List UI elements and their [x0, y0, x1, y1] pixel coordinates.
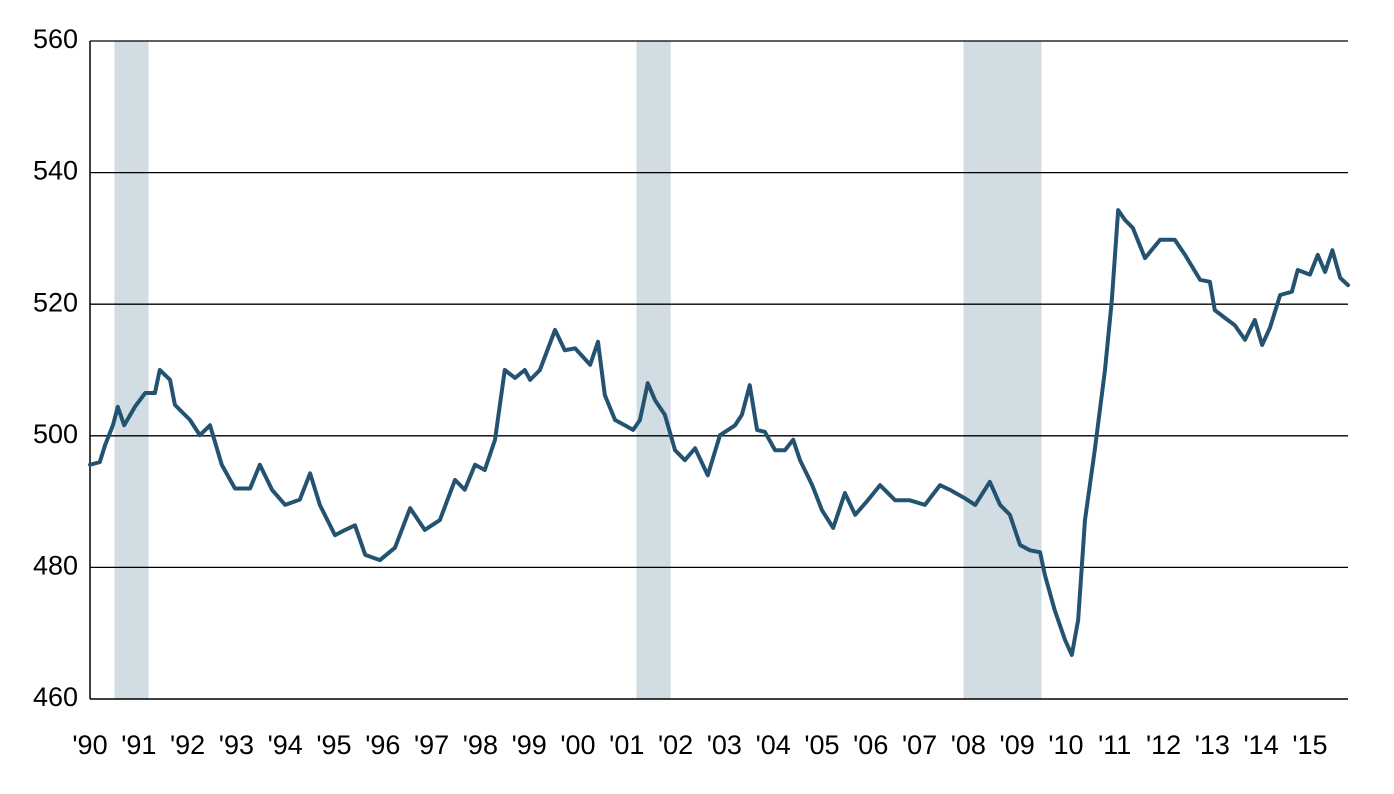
x-tick-label: '99 — [512, 730, 547, 760]
y-tick-label: 480 — [33, 551, 78, 581]
x-tick-label: '98 — [463, 730, 498, 760]
x-tick-label: '07 — [902, 730, 937, 760]
x-tick-label: '93 — [219, 730, 254, 760]
x-tick-label: '00 — [560, 730, 595, 760]
recession-band — [636, 41, 671, 699]
x-tick-label: '09 — [1000, 730, 1035, 760]
x-tick-label: '10 — [1048, 730, 1083, 760]
x-tick-label: '03 — [707, 730, 742, 760]
x-tick-label: '97 — [414, 730, 449, 760]
x-tick-label: '02 — [658, 730, 693, 760]
x-tick-label: '14 — [1244, 730, 1279, 760]
x-tick-label: '11 — [1098, 730, 1131, 760]
x-tick-label: '01 — [609, 730, 644, 760]
data-line — [88, 208, 1350, 657]
x-tick-label: '15 — [1292, 730, 1327, 760]
x-tick-label: '04 — [756, 730, 791, 760]
x-tick-label: '95 — [316, 730, 351, 760]
recession-band — [963, 41, 1042, 699]
x-tick-label: '94 — [268, 730, 303, 760]
x-tick-label: '05 — [804, 730, 839, 760]
x-tick-label: '13 — [1195, 730, 1230, 760]
y-tick-label: 520 — [33, 287, 78, 317]
y-tick-label: 460 — [33, 682, 78, 712]
x-tick-label: '96 — [365, 730, 400, 760]
x-tick-label: '90 — [72, 730, 107, 760]
y-tick-label: 560 — [33, 24, 78, 54]
x-tick-label: '06 — [853, 730, 888, 760]
y-tick-label: 500 — [33, 419, 78, 449]
x-tick-label: '92 — [170, 730, 205, 760]
x-tick-label: '12 — [1146, 730, 1181, 760]
recession-band — [114, 41, 149, 699]
y-tick-label: 540 — [33, 156, 78, 186]
x-tick-label: '08 — [951, 730, 986, 760]
x-tick-label: '91 — [121, 730, 156, 760]
